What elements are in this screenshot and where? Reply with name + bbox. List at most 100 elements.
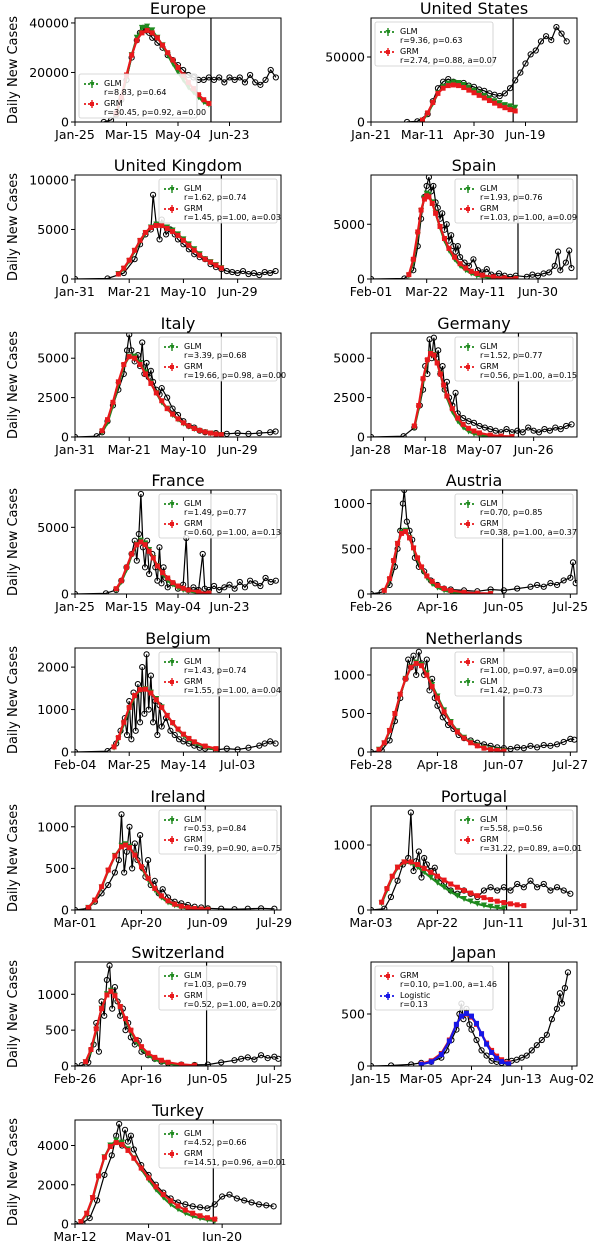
grm-fit-point [186,242,192,248]
grm-fit-point [197,252,203,258]
panel-italy: Italy Daily New Cases 0 2500 5000 Jan-31 Mar-2… [6,314,286,457]
x-tick-label: Mar-05 [400,1071,443,1086]
observed-point [128,736,135,743]
x-tick-label: Jun-07 [483,757,524,772]
legend-stats: r=19.66, p=0.98, a=0.00 [184,371,286,380]
observed-point [93,433,100,437]
x-tick-label: Mar-11 [401,127,444,142]
grm-fit-point [508,901,514,907]
grm-fit-point [175,416,181,422]
grm-fit-point [160,42,166,48]
grm-fit-point [399,530,405,536]
observed-point [236,74,243,81]
grm-fit-point [401,859,407,865]
observed-point [414,118,421,122]
grm-fit-point [170,228,176,234]
x-tick-label: Aug-02 [550,1071,595,1086]
observed-point [216,586,223,594]
grm-fit-point [96,1173,102,1179]
observed-point [560,738,567,746]
observed-point [257,1052,265,1059]
grm-fit-point [105,417,111,423]
observed-point [241,79,249,86]
observed-point [481,424,488,431]
grm-fit-point [213,431,219,437]
x-tick-label: Jun-11 [483,915,524,930]
observed-point [218,905,225,910]
observed-point [514,744,521,751]
panel-austria: Austria 0 500 1000 Feb-26 Apr-16 Jun-05 Jul-25 G… [333,471,588,614]
grm-legend-marker [170,1152,174,1156]
observed-point [256,742,263,749]
y-tick-label: 500 [45,861,69,876]
grm-legend-marker [170,207,174,211]
observed-point [495,270,503,277]
grm-fit-point [152,885,158,891]
observed-point [566,247,573,254]
glm-fit-point [512,104,519,111]
x-tick-label: Jan-25 [54,127,95,142]
observed-line [75,654,276,752]
observed-point [454,243,461,250]
grm-fit-point [154,563,160,569]
grm-fit-point [429,684,435,690]
observed-point [528,1047,535,1054]
observed-point [435,347,442,354]
grm-fit-point [110,399,116,405]
y-axis-label: Daily New Cases [6,331,21,439]
observed-point [567,574,574,581]
x-tick-label: Jun-30 [517,284,558,299]
legend-name: GLM [184,1129,202,1138]
observed-point [146,570,153,578]
grm-fit-point [142,686,148,692]
panel-germany: Germany 0 2500 5000 Jan-28 Mar-18 May-07 Jun-26… [333,314,578,457]
grm-fit-point [213,746,219,752]
grm-fit-point [392,710,398,716]
grm-fit-point [149,30,155,36]
observed-point [413,671,420,679]
grm-fit-point [107,1143,113,1149]
grm-legend-marker [170,994,174,998]
observed-point [408,1061,415,1066]
observed-point [547,887,554,894]
grm-fit-point [419,663,425,669]
y-tick-label: 1000 [333,496,365,511]
observed-point [538,1036,545,1044]
grm-fit-point [138,1044,144,1050]
legend-box [454,336,574,382]
grm-fit-point [481,95,487,101]
observed-point [487,884,494,891]
observed-point [236,578,243,586]
observed-point [102,590,109,594]
y-axis-label: Daily New Cases [6,16,21,124]
x-tick-label: May-10 [160,284,206,299]
plot-area [75,1120,277,1224]
grm-fit-point [501,748,507,752]
observed-point [387,893,395,901]
observed-point [158,723,165,730]
y-tick-label: 50000 [325,50,365,65]
observed-point [141,564,149,571]
observed-point [529,271,536,278]
grm-fit-point [137,687,143,693]
legend-name: GRM [480,362,499,371]
observed-point [247,71,254,79]
grm-fit-point [444,393,450,399]
panel-title: Austria [446,471,503,490]
observed-point [541,426,548,433]
x-tick-label: Mar-15 [105,127,148,142]
observed-point [439,714,446,721]
grm-fit-point [512,108,518,114]
logistic-fit-point [484,1041,490,1047]
observed-point [271,905,278,910]
observed-point [255,1201,263,1208]
legend-stats: r=9.36, p=0.63 [400,36,462,45]
panel-europe: Europe Daily New Cases 0 20000 40000 Jan-25 Ma… [6,0,282,142]
x-tick-label: Jan-31 [54,284,95,299]
grm-fit-point [441,586,447,592]
legend-box [158,336,278,382]
observed-point [522,60,529,67]
legend-name: GRM [184,835,203,844]
